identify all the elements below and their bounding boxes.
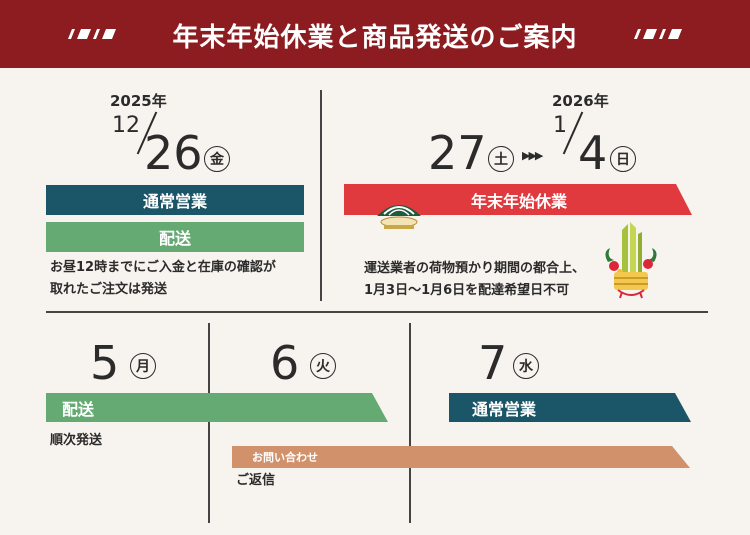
holiday-end-weekday-badge: 日 (610, 146, 636, 172)
shipping-bar-label: 配送 (158, 229, 191, 248)
holiday-end-month: 1 (553, 113, 567, 138)
jan5-weekday-badge: 月 (130, 353, 156, 379)
jan6-day: 6 (270, 336, 300, 390)
jan7-business-bar (449, 393, 691, 422)
jan5-bar-text: 配送 (62, 393, 94, 422)
jan7-weekday-badge: 水 (513, 353, 539, 379)
slash-decoration-left (68, 29, 116, 39)
jan5-day: 5 (90, 336, 120, 390)
inquiry-bar-label: お問い合わせ (252, 451, 318, 464)
business-bar-label: 通常営業 (142, 192, 207, 211)
dec26-note: お昼12時までにご入金と在庫の確認が 取れたご注文は発送 (50, 257, 276, 301)
holiday-bar (344, 184, 692, 215)
business-bar: 通常営業 (46, 185, 304, 215)
horizontal-divider (46, 311, 708, 313)
slash-decoration-right (634, 29, 682, 39)
holiday-start-day: 27 (428, 126, 487, 180)
jan5-note: 順次発送 (50, 433, 103, 448)
jan7-day: 7 (478, 336, 508, 390)
holiday-start-weekday-badge: 土 (488, 146, 514, 172)
kadomatsu-icon (605, 222, 657, 299)
dec26-note-line1: お昼12時までにご入金と在庫の確認が (50, 260, 276, 275)
jan6-note: ご返信 (236, 473, 276, 488)
vertical-divider-top (320, 90, 322, 301)
date-day: 26 (144, 126, 203, 180)
holiday-end-day: 4 (578, 126, 608, 180)
date-month: 12 (112, 113, 140, 138)
inquiry-bar (232, 446, 690, 468)
arrow-icon: ▶▶▶ (522, 149, 543, 162)
jan5-bar-label: 配送 (62, 399, 95, 419)
shipping-bar: 配送 (46, 222, 304, 252)
inquiry-bar-text: お問い合わせ (252, 446, 318, 468)
vertical-divider-right (409, 323, 411, 523)
dec26-note-line2: 取れたご注文は発送 (50, 282, 168, 297)
year-label-2025: 2025年 (110, 92, 167, 110)
jan6-weekday-badge: 火 (310, 353, 336, 379)
weekday-badge: 金 (204, 146, 230, 172)
jan7-bar-label: 通常営業 (472, 399, 537, 419)
jan7-bar-text: 通常営業 (472, 393, 536, 422)
jan5-shipping-bar (46, 393, 388, 422)
page-title: 年末年始休業と商品発送のご案内 (172, 23, 578, 53)
holiday-note: 運送業者の荷物預かり期間の都合上、 1月3日〜1月6日を配達希望日不可 (364, 258, 585, 302)
header-banner: 年末年始休業と商品発送のご案内 (0, 0, 750, 68)
holiday-note-line1: 運送業者の荷物預かり期間の都合上、 (364, 261, 586, 276)
vertical-divider-left (208, 323, 210, 523)
holiday-bar-label: 年末年始休業 (470, 191, 567, 211)
year-label-2026: 2026年 (552, 92, 609, 110)
holiday-bar-text: 年末年始休業 (344, 184, 676, 215)
holiday-note-line2: 1月3日〜1月6日を配達希望日不可 (364, 283, 570, 298)
pine-icon (377, 205, 421, 229)
